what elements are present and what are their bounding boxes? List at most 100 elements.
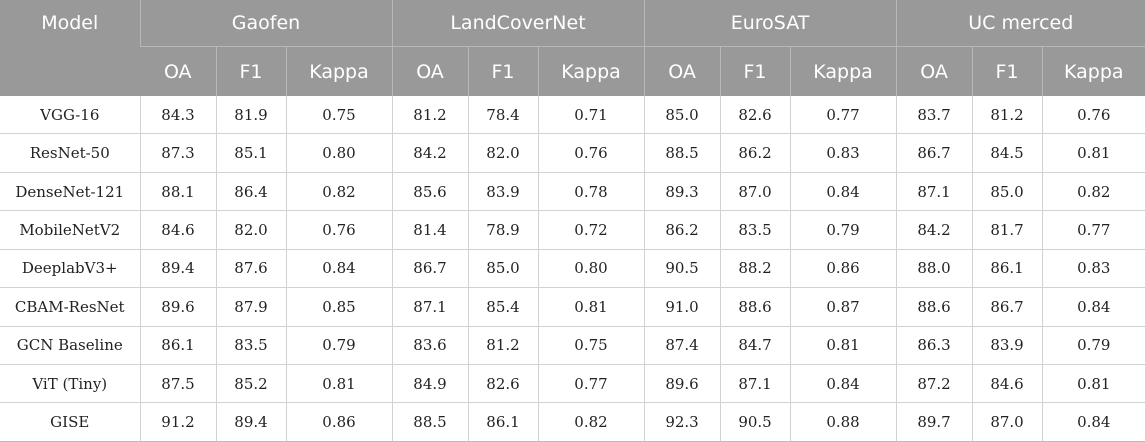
metric-header-kappa: Kappa [285, 46, 392, 96]
metric-value-cell: 92.3 [643, 402, 721, 442]
metric-header-oa: OA [391, 46, 468, 96]
metric-value-cell: 89.4 [215, 402, 286, 442]
metric-value-cell: 81.2 [391, 96, 468, 135]
metric-value-cell: 0.77 [1041, 210, 1145, 250]
metric-value-cell: 0.84 [285, 249, 392, 289]
table-row: DenseNet-121 88.1 86.4 0.82 85.6 83.9 0.78 89.3… [0, 172, 1145, 212]
metric-value-cell: 81.7 [971, 210, 1043, 250]
metric-value-cell: 0.87 [789, 287, 897, 327]
table-row: ResNet-50 87.3 85.1 0.80 84.2 82.0 0.76 88.5 86.… [0, 133, 1145, 173]
metric-value-cell: 0.79 [1041, 326, 1145, 366]
model-name-cell: CBAM-ResNet [0, 287, 140, 327]
model-name-cell: MobileNetV2 [0, 210, 140, 250]
metric-value-cell: 0.77 [789, 96, 897, 135]
metric-value-cell: 87.3 [139, 133, 216, 173]
metric-value-cell: 87.1 [391, 287, 468, 327]
metric-value-cell: 86.2 [643, 210, 721, 250]
metric-value-cell: 0.80 [537, 249, 645, 289]
metric-value-cell: 87.9 [215, 287, 286, 327]
dataset-header-uc-merced: UC merced [895, 0, 1145, 47]
metric-value-cell: 0.86 [285, 402, 392, 442]
metric-value-cell: 0.84 [789, 364, 897, 404]
metric-value-cell: 83.9 [971, 326, 1043, 366]
metric-header-kappa: Kappa [789, 46, 897, 96]
metric-value-cell: 78.4 [467, 96, 538, 135]
metric-value-cell: 0.79 [285, 326, 392, 366]
metric-value-cell: 89.4 [139, 249, 216, 289]
metric-value-cell: 83.5 [215, 326, 286, 366]
metric-value-cell: 84.7 [719, 326, 791, 366]
metric-value-cell: 88.6 [719, 287, 791, 327]
metric-value-cell: 0.77 [537, 364, 645, 404]
metric-header-f1: F1 [215, 46, 286, 96]
metric-value-cell: 91.0 [643, 287, 721, 327]
metric-header-kappa: Kappa [1041, 46, 1145, 96]
metric-value-cell: 84.2 [391, 133, 468, 173]
dataset-header-eurosat: EuroSAT [643, 0, 897, 47]
metric-value-cell: 89.6 [643, 364, 721, 404]
metric-value-cell: 0.82 [537, 402, 645, 442]
metric-value-cell: 87.0 [971, 402, 1043, 442]
metric-value-cell: 88.5 [643, 133, 721, 173]
metric-header-f1: F1 [971, 46, 1043, 96]
metric-value-cell: 84.5 [971, 133, 1043, 173]
metric-value-cell: 81.2 [467, 326, 538, 366]
metric-value-cell: 84.6 [971, 364, 1043, 404]
header-row-datasets: Model Gaofen LandCoverNet EuroSAT UC mer… [0, 0, 1145, 96]
metric-value-cell: 86.4 [215, 172, 286, 212]
metric-value-cell: 87.2 [895, 364, 973, 404]
metric-value-cell: 85.0 [467, 249, 538, 289]
metric-value-cell: 82.0 [467, 133, 538, 173]
metric-value-cell: 86.2 [719, 133, 791, 173]
metric-value-cell: 82.6 [719, 96, 791, 135]
metric-value-cell: 89.6 [139, 287, 216, 327]
table-row: CBAM-ResNet 89.6 87.9 0.85 87.1 85.4 0.81 91.0 8… [0, 287, 1145, 327]
metric-value-cell: 87.6 [215, 249, 286, 289]
table-row: MobileNetV2 84.6 82.0 0.76 81.4 78.9 0.72 86.2 8… [0, 210, 1145, 250]
model-name-cell: GISE [0, 402, 140, 442]
table-body: VGG-16 84.3 81.9 0.75 81.2 78.4 0.71 85.0 82.6 0.… [0, 96, 1145, 442]
metric-value-cell: 0.79 [789, 210, 897, 250]
metric-value-cell: 0.75 [537, 326, 645, 366]
metric-value-cell: 88.6 [895, 287, 973, 327]
metric-value-cell: 83.7 [895, 96, 973, 135]
metric-value-cell: 89.3 [643, 172, 721, 212]
metric-value-cell: 86.7 [971, 287, 1043, 327]
metric-value-cell: 88.5 [391, 402, 468, 442]
table-row: GCN Baseline 86.1 83.5 0.79 83.6 81.2 0.75 87.4… [0, 326, 1145, 366]
metric-value-cell: 86.1 [467, 402, 538, 442]
metric-value-cell: 87.0 [719, 172, 791, 212]
metric-value-cell: 85.6 [391, 172, 468, 212]
metric-value-cell: 85.0 [643, 96, 721, 135]
metric-value-cell: 89.7 [895, 402, 973, 442]
metric-value-cell: 86.7 [895, 133, 973, 173]
metric-value-cell: 88.2 [719, 249, 791, 289]
metric-value-cell: 85.0 [971, 172, 1043, 212]
metric-value-cell: 0.75 [285, 96, 392, 135]
model-name-cell: DenseNet-121 [0, 172, 140, 212]
model-name-cell: VGG-16 [0, 96, 140, 135]
metric-value-cell: 0.72 [537, 210, 645, 250]
metric-value-cell: 83.5 [719, 210, 791, 250]
table-row: DeeplabV3+ 89.4 87.6 0.84 86.7 85.0 0.80 90.5 88… [0, 249, 1145, 289]
dataset-header-landcovernet: LandCoverNet [391, 0, 645, 47]
metric-value-cell: 82.0 [215, 210, 286, 250]
metric-value-cell: 0.83 [789, 133, 897, 173]
metric-value-cell: 0.81 [1041, 133, 1145, 173]
model-name-cell: ViT (Tiny) [0, 364, 140, 404]
model-name-cell: DeeplabV3+ [0, 249, 140, 289]
metric-value-cell: 0.82 [1041, 172, 1145, 212]
metric-value-cell: 0.71 [537, 96, 645, 135]
table-row: GISE 91.2 89.4 0.86 88.5 86.1 0.82 92.3 90.5 0.88… [0, 402, 1145, 442]
metric-header-oa: OA [140, 46, 216, 96]
metric-value-cell: 0.86 [789, 249, 897, 289]
metric-header-f1: F1 [719, 46, 791, 96]
metric-value-cell: 86.7 [391, 249, 468, 289]
metric-value-cell: 88.1 [139, 172, 216, 212]
metric-value-cell: 87.5 [139, 364, 216, 404]
metric-value-cell: 88.0 [895, 249, 973, 289]
metric-value-cell: 84.3 [139, 96, 216, 135]
metric-value-cell: 0.84 [1041, 287, 1145, 327]
metric-value-cell: 78.9 [467, 210, 538, 250]
